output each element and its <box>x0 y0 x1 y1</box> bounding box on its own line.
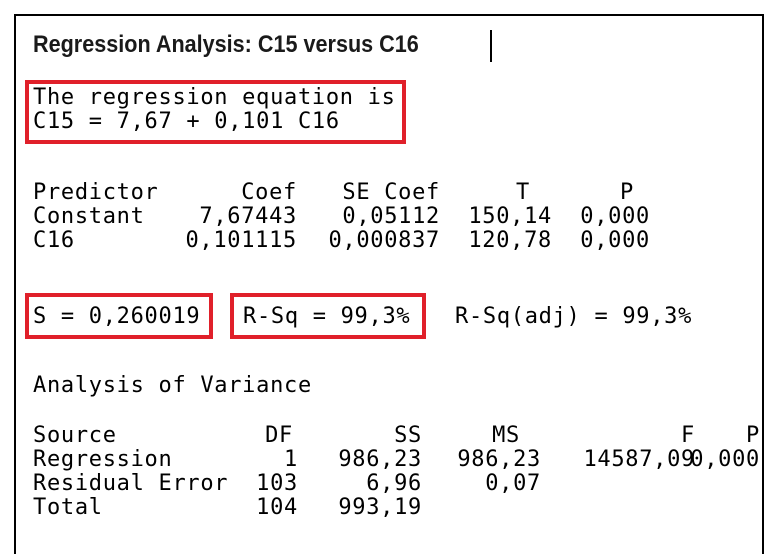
equation-formula: C15 = 7,67 + 0,101 C16 <box>33 109 340 134</box>
anova-cell: 103 <box>256 471 298 496</box>
anova-cell: 6,96 <box>366 471 422 496</box>
anova-cell: Regression <box>33 447 173 472</box>
coef-header: Coef <box>241 180 297 205</box>
anova-title: Analysis of Variance <box>33 373 312 398</box>
coef-cell: Constant <box>33 204 145 229</box>
coef-cell: 0,05112 <box>342 204 440 229</box>
coef-cell: 150,14 <box>468 204 552 229</box>
output-title: Regression Analysis: C15 versus C16 <box>33 31 419 58</box>
highlight-equation <box>25 80 406 144</box>
coef-cell: C16 <box>33 228 75 253</box>
anova-cell: 0,000 <box>690 447 760 472</box>
anova-cell: 0,07 <box>485 471 541 496</box>
coef-cell: 120,78 <box>468 228 552 253</box>
summary-r-sq: R-Sq = 99,3% <box>243 304 411 329</box>
anova-header: P <box>746 423 760 448</box>
anova-cell: Residual Error <box>33 471 229 496</box>
text-cursor <box>490 30 492 62</box>
coef-cell: 7,67443 <box>199 204 297 229</box>
anova-cell: Total <box>33 495 103 520</box>
coef-cell: 0,000837 <box>328 228 440 253</box>
anova-cell: 14587,09 <box>583 447 695 472</box>
coef-header: SE Coef <box>342 180 440 205</box>
highlight-s <box>25 293 213 339</box>
anova-header: Source <box>33 423 117 448</box>
anova-cell: 986,23 <box>457 447 541 472</box>
anova-cell: 104 <box>256 495 298 520</box>
summary-s: S = 0,260019 <box>33 304 201 329</box>
session-window: Regression Analysis: C15 versus C16 The … <box>14 14 764 554</box>
summary-r-sq-adj: R-Sq(adj) = 99,3% <box>455 304 693 329</box>
coef-header: P <box>620 180 634 205</box>
coef-cell: 0,101115 <box>185 228 297 253</box>
anova-cell: 986,23 <box>338 447 422 472</box>
equation-heading: The regression equation is <box>33 85 396 110</box>
anova-header: DF <box>265 423 293 448</box>
coef-header: T <box>516 180 530 205</box>
highlight-r-sq <box>230 293 426 339</box>
anova-cell: 1 <box>284 447 298 472</box>
anova-header: F <box>681 423 695 448</box>
coef-header: Predictor <box>33 180 159 205</box>
coef-cell: 0,000 <box>580 228 650 253</box>
coef-cell: 0,000 <box>580 204 650 229</box>
window-border <box>14 14 764 554</box>
anova-header: SS <box>394 423 422 448</box>
anova-header: MS <box>492 423 520 448</box>
anova-cell: 993,19 <box>338 495 422 520</box>
